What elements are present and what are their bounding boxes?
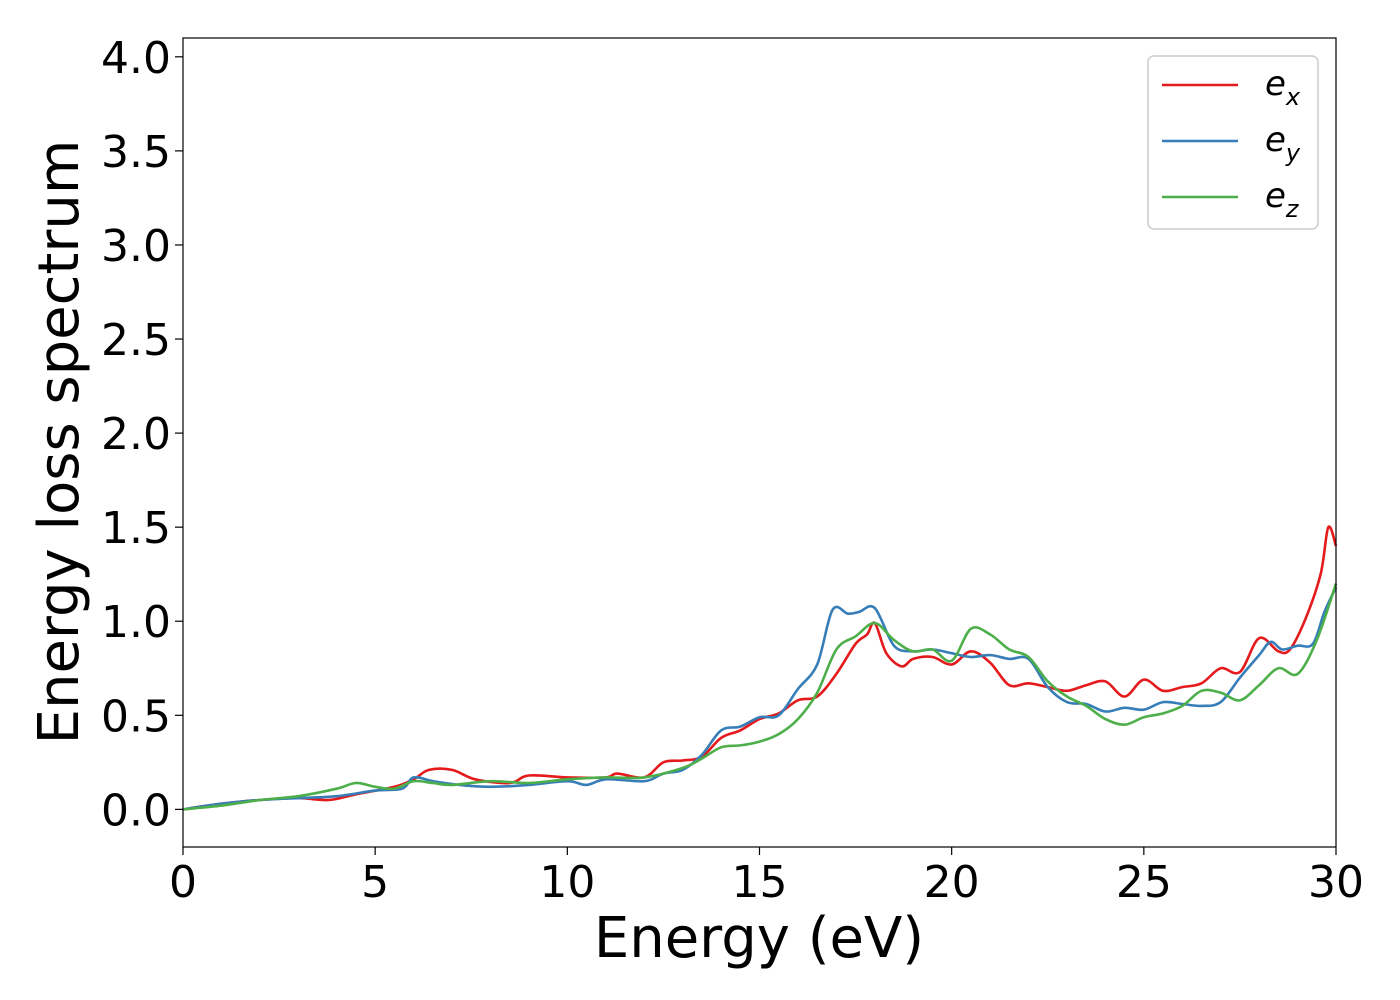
legend-label-name: e <box>1265 120 1286 160</box>
x-tick-label: 25 <box>1116 857 1172 908</box>
plot-area <box>183 38 1336 847</box>
y-tick-label: 3.5 <box>101 127 171 178</box>
legend-label-ez: ez <box>1265 176 1300 223</box>
y-tick-label: 3.0 <box>101 221 171 272</box>
y-tick-label: 0.5 <box>101 691 171 742</box>
legend-label-subscript: z <box>1285 195 1300 223</box>
legend-label-subscript: y <box>1285 139 1301 167</box>
x-tick-label: 10 <box>539 857 595 908</box>
legend-label-ex: ex <box>1265 64 1301 111</box>
x-tick-label: 5 <box>361 857 389 908</box>
y-tick-label: 0.0 <box>101 785 171 836</box>
y-axis-label: Energy loss spectrum <box>27 140 92 745</box>
legend-label-subscript: x <box>1285 83 1301 111</box>
y-tick-label: 2.5 <box>101 315 171 366</box>
legend-label-name: e <box>1265 176 1286 216</box>
y-tick-label: 1.5 <box>101 503 171 554</box>
axes-layer: 0 5 10 15 20 25 30 0.0 0.5 1.0 1.5 2.0 2.5 3.0 3.5 4.0 <box>101 33 1364 908</box>
x-tick-label: 0 <box>169 857 197 908</box>
series-line-ex <box>182 525 1338 811</box>
legend-box <box>1147 55 1319 230</box>
plot-frame <box>182 37 1337 848</box>
legend-label-name: e <box>1265 64 1286 104</box>
x-tick-label: 15 <box>732 857 788 908</box>
x-axis-label: Energy (eV) <box>594 906 924 971</box>
y-tick-label: 2.0 <box>101 409 171 460</box>
legend-label-ey: ey <box>1265 120 1301 167</box>
x-tick-label: 20 <box>924 857 980 908</box>
series-layer <box>182 525 1338 811</box>
series-line-ez <box>182 583 1338 811</box>
y-tick-label: 4.0 <box>101 33 171 84</box>
y-tick-label: 1.0 <box>101 597 171 648</box>
x-tick-label: 30 <box>1308 857 1364 908</box>
